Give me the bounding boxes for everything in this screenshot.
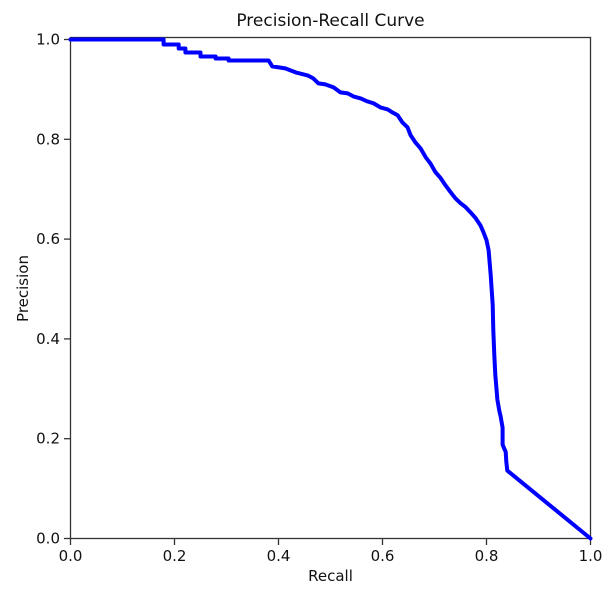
plot-area <box>69 36 592 540</box>
y-tick-label: 0.8 <box>36 130 60 148</box>
x-tick-label: 0.4 <box>267 547 291 565</box>
x-axis-ticks: 0.0 0.2 0.4 0.6 0.8 1.0 <box>59 538 603 565</box>
y-axis-ticks: 0.0 0.2 0.4 0.6 0.8 1.0 <box>36 31 71 548</box>
y-axis-label: Precision <box>14 255 32 322</box>
y-tick-label: 1.0 <box>36 31 60 49</box>
y-tick-label: 0.4 <box>36 330 60 348</box>
pr-curve-line <box>68 37 593 541</box>
y-tick-label: 0.0 <box>36 530 60 548</box>
chart-title: Precision-Recall Curve <box>236 11 424 31</box>
x-tick-label: 0.6 <box>371 547 395 565</box>
x-tick-label: 0.2 <box>163 547 187 565</box>
y-tick-label: 0.2 <box>36 430 60 448</box>
y-tick-label: 0.6 <box>36 230 60 248</box>
x-axis-label: Recall <box>308 567 353 585</box>
x-tick-label: 0.8 <box>475 547 499 565</box>
x-tick-label: 1.0 <box>579 547 603 565</box>
x-tick-label: 0.0 <box>59 547 83 565</box>
